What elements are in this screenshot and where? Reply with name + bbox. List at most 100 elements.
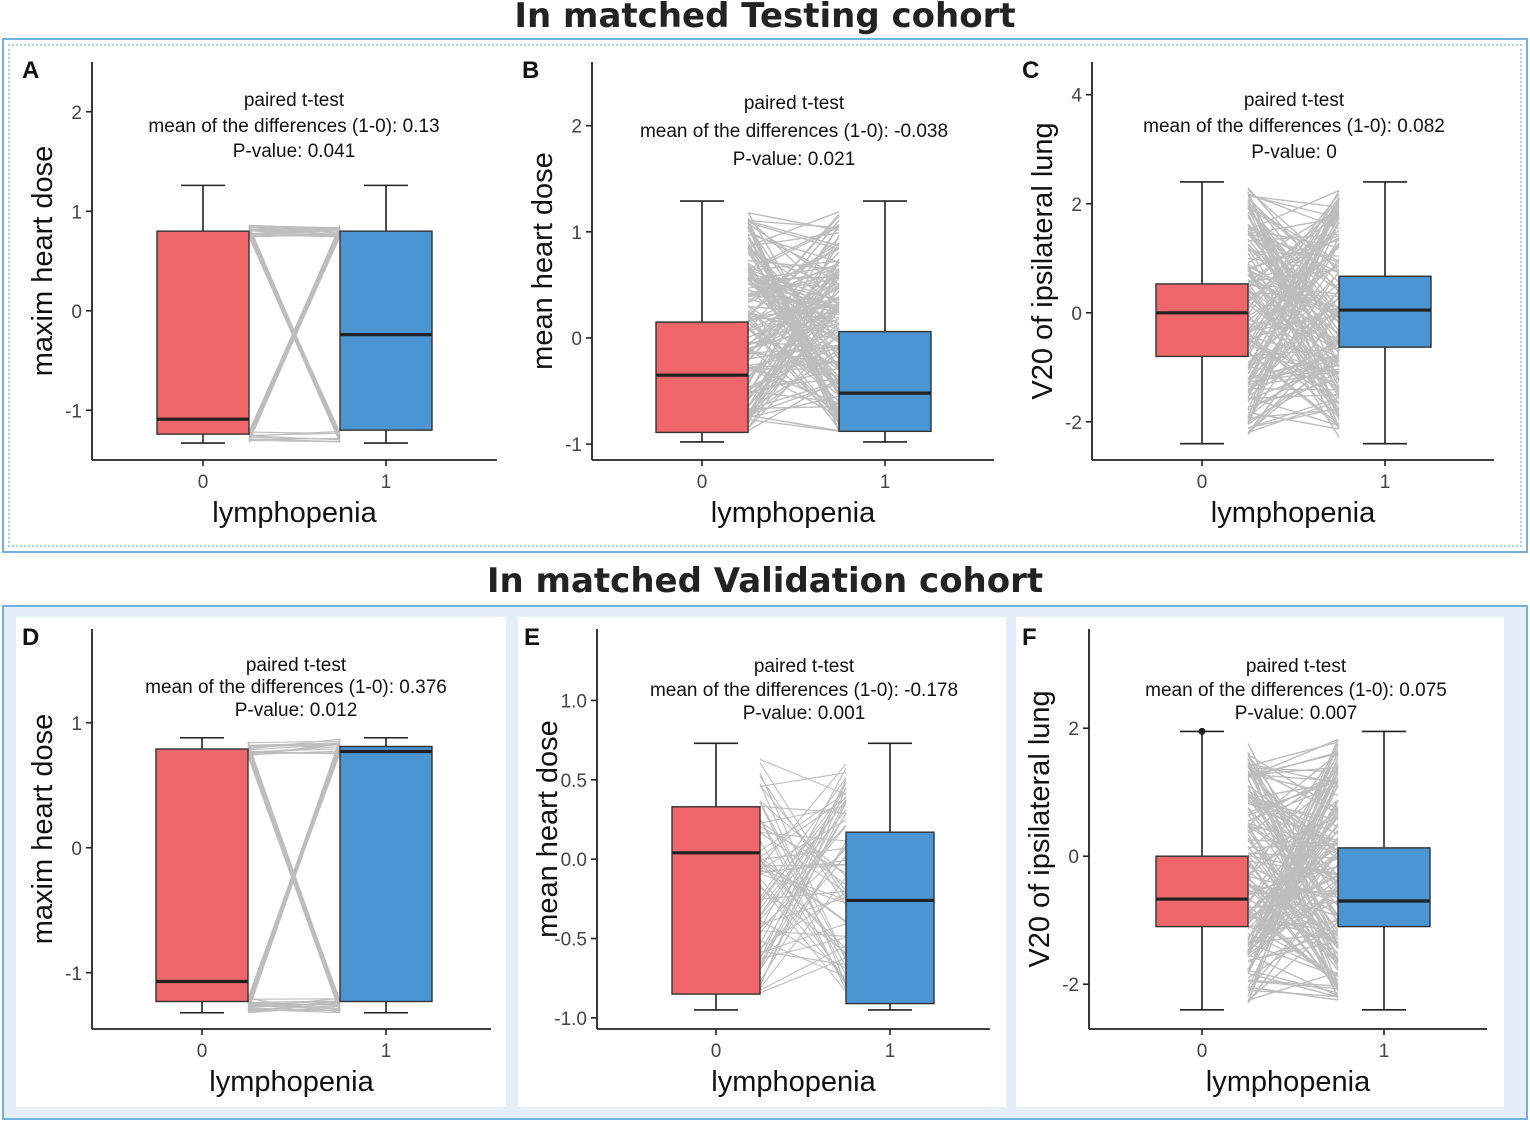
- paired-line: [1247, 989, 1339, 998]
- x-axis-label: lymphopenia: [1211, 497, 1376, 529]
- paired-line: [747, 349, 840, 378]
- paired-line: [247, 742, 341, 747]
- paired-line: [247, 748, 341, 1001]
- x-axis-label: lymphopenia: [711, 1066, 876, 1098]
- paired-line: [1247, 221, 1340, 380]
- paired-line: [747, 221, 840, 250]
- outlier-point: [1198, 727, 1206, 735]
- paired-line: [747, 378, 840, 389]
- paired-line: [747, 232, 840, 247]
- paired-line: [759, 957, 847, 994]
- paired-line: [759, 762, 847, 899]
- x-tick-label: 0: [1197, 472, 1208, 493]
- paired-line: [1247, 204, 1340, 367]
- paired-line: [747, 395, 840, 419]
- paired-line: [747, 237, 840, 391]
- paired-line: [247, 1006, 341, 1014]
- paired-line: [747, 246, 840, 298]
- y-tick-label: 1: [71, 714, 82, 735]
- paired-line: [759, 863, 847, 867]
- paired-line: [747, 252, 840, 385]
- paired-lines: [248, 224, 341, 443]
- paired-line: [1247, 351, 1340, 426]
- y-axis-label: maxim heart dose: [27, 146, 59, 377]
- panel-label: E: [524, 624, 540, 651]
- paired-line: [759, 877, 847, 989]
- paired-line: [759, 772, 847, 788]
- paired-line: [1247, 206, 1340, 369]
- x-axis-label: lymphopenia: [212, 497, 377, 529]
- y-tick-label: -1: [65, 401, 82, 422]
- annotation-line: mean of the differences (1-0): 0.376: [145, 677, 447, 698]
- x-tick-label: 0: [197, 1041, 208, 1062]
- x-axis-label: lymphopenia: [1206, 1066, 1371, 1098]
- paired-line: [1247, 925, 1339, 975]
- panel-D: D -1 0 1 0 1 lymphopenia maxim heart dose paired…: [16, 617, 506, 1107]
- paired-line: [247, 746, 341, 753]
- paired-line: [1247, 223, 1340, 323]
- paired-line: [1247, 357, 1340, 386]
- paired-line: [247, 1008, 341, 1014]
- paired-line: [1247, 189, 1340, 231]
- paired-line: [1247, 252, 1340, 416]
- annotation-line: paired t-test: [744, 93, 845, 114]
- box-group-0: [671, 806, 761, 995]
- paired-line: [747, 405, 840, 410]
- paired-line: [1247, 306, 1340, 341]
- y-tick-label: 0: [571, 329, 582, 350]
- panel-label: A: [22, 57, 39, 84]
- paired-line: [759, 779, 847, 960]
- y-tick-label: -2: [1062, 975, 1079, 996]
- annotation-line: mean of the differences (1-0): 0.075: [1145, 680, 1447, 701]
- paired-line: [1247, 257, 1340, 273]
- box-group-1: [339, 745, 433, 1003]
- annotation-line: P-value: 0: [1251, 142, 1337, 163]
- paired-line: [1247, 765, 1339, 961]
- paired-line: [247, 1005, 341, 1010]
- annotation-line: mean of the differences (1-0): 0.13: [148, 116, 439, 137]
- paired-line: [747, 292, 840, 314]
- paired-line: [747, 306, 840, 417]
- paired-line: [759, 825, 847, 934]
- paired-line: [747, 318, 840, 351]
- paired-line: [759, 950, 847, 966]
- paired-line: [1247, 932, 1339, 976]
- x-axis-label: lymphopenia: [711, 497, 876, 529]
- x-tick-label: 1: [381, 472, 392, 493]
- paired-line: [1247, 289, 1340, 395]
- box-group-0: [1155, 855, 1249, 928]
- x-tick-label: 1: [885, 1041, 896, 1062]
- paired-line: [247, 740, 341, 744]
- paired-line: [1247, 980, 1339, 990]
- box-group-1: [1337, 847, 1431, 928]
- paired-line: [747, 366, 840, 418]
- paired-line: [747, 304, 840, 399]
- paired-line: [747, 212, 840, 231]
- box-group-1: [339, 230, 433, 431]
- y-tick-label: 0: [1071, 304, 1082, 325]
- paired-line: [1247, 205, 1340, 353]
- box-group-1: [838, 330, 932, 433]
- y-tick-label: 0: [71, 302, 82, 323]
- paired-line: [1247, 311, 1340, 434]
- paired-line: [247, 741, 341, 1013]
- y-tick-label: 0.0: [561, 850, 587, 871]
- paired-line: [1247, 248, 1340, 379]
- paired-line: [747, 290, 840, 408]
- paired-line: [747, 211, 840, 247]
- paired-line: [759, 824, 847, 920]
- paired-line: [747, 215, 840, 318]
- paired-line: [1247, 213, 1340, 428]
- paired-line: [1247, 854, 1339, 944]
- paired-line: [759, 758, 847, 795]
- paired-line: [747, 219, 840, 229]
- box-group-0: [655, 321, 749, 434]
- y-axis-label: mean heart dose: [527, 152, 559, 370]
- chart-E: E -1.0 -0.5 0.0 0.5 1.0 0 1 lymphopenia mean hear…: [524, 624, 990, 1098]
- paired-lines: [1247, 738, 1339, 1004]
- paired-line: [248, 230, 341, 234]
- annotation-line: P-value: 0.021: [733, 149, 856, 170]
